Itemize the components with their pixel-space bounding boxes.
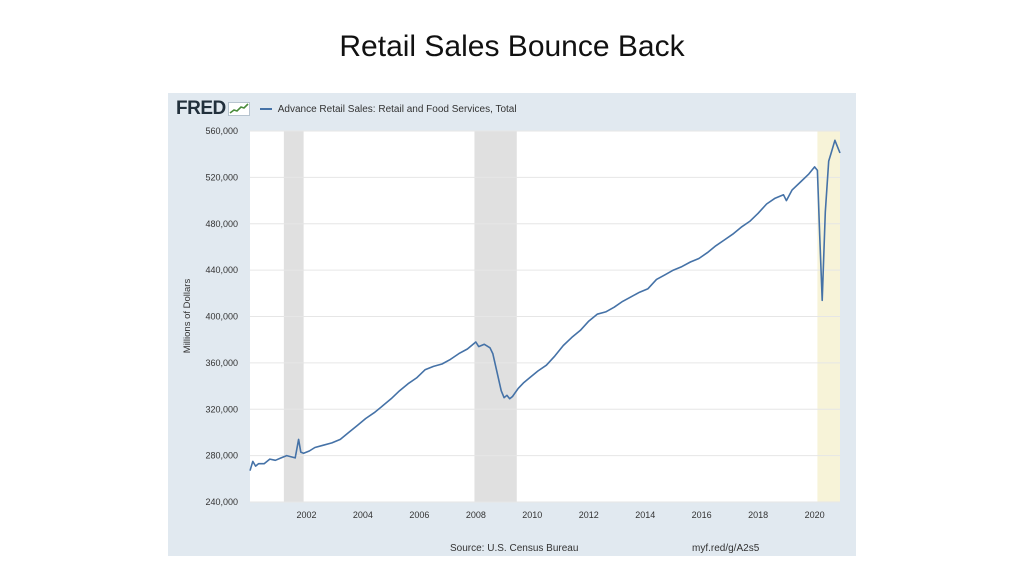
fred-chart-frame: FRED Advance Retail Sales: Retail and Fo… [168,93,856,556]
source-note: Source: U.S. Census Bureau [450,543,579,554]
x-tick-label: 2006 [409,510,429,520]
y-tick-label: 360,000 [205,358,238,368]
y-axis-label: Millions of Dollars [182,279,193,354]
y-tick-label: 440,000 [205,265,238,275]
x-tick-label: 2004 [353,510,373,520]
y-tick-label: 240,000 [205,497,238,507]
fred-logo-graph-icon [227,102,250,116]
legend-line-swatch [259,108,272,110]
x-tick-label: 2020 [805,510,825,520]
x-tick-label: 2012 [579,510,599,520]
y-tick-label: 520,000 [205,172,238,182]
y-tick-label: 480,000 [205,219,238,229]
gridlines [250,130,840,503]
x-tick-label: 2016 [692,510,712,520]
y-tick-labels: 240,000 280,000 320,000 360,000 400,000 440,0… [205,126,238,507]
short-url-link[interactable]: myf.red/g/A2s5 [692,543,760,554]
series-line-advance-retail-sales [249,139,841,471]
slide-title: Retail Sales Bounce Back [339,30,685,63]
x-tick-label: 2010 [522,510,542,520]
legend-series-label: Advance Retail Sales: Retail and Food Se… [277,103,517,115]
x-tick-label: 2002 [296,510,316,520]
x-tick-label: 2008 [466,510,486,520]
x-tick-labels: 2002 2004 2006 2008 2010 2012 2014 2016 2018 2020 [296,510,824,520]
x-tick-label: 2018 [748,510,768,520]
chart-header: FRED Advance Retail Sales: Retail and Fo… [176,98,517,119]
y-tick-label: 320,000 [205,404,238,414]
y-tick-label: 280,000 [205,451,238,461]
y-tick-label: 400,000 [205,312,238,322]
y-tick-label: 560,000 [205,126,238,136]
line-chart: 240,000 280,000 320,000 360,000 400,000 440,0… [182,126,841,520]
x-tick-label: 2014 [635,510,655,520]
fred-logo: FRED [176,98,226,119]
